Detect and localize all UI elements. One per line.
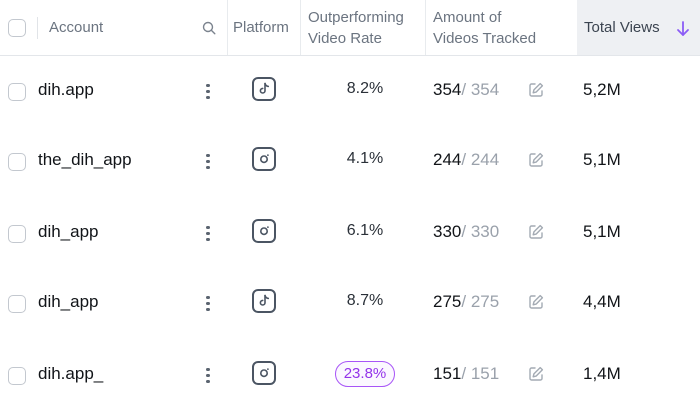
videos-tracked: 354/ 354 bbox=[433, 80, 499, 100]
header-amount-cell: Amount of Videos Tracked bbox=[425, 0, 578, 55]
header-amount-line1[interactable]: Amount of bbox=[433, 9, 502, 26]
instagram-icon bbox=[252, 361, 276, 385]
table-row[interactable]: the_dih_app 4.1% 244/ 244 5,1M bbox=[0, 126, 700, 197]
videos-tracked-total: / 151 bbox=[461, 364, 500, 383]
account-name[interactable]: the_dih_app bbox=[38, 150, 132, 169]
instagram-icon bbox=[252, 147, 276, 171]
outperforming-rate: 4.1% bbox=[346, 150, 384, 167]
account-name[interactable]: dih_app bbox=[38, 222, 99, 241]
more-options-icon[interactable] bbox=[204, 366, 212, 386]
sort-descending-arrow-icon[interactable] bbox=[676, 21, 690, 37]
table-row[interactable]: dih_app 6.1% 330/ 330 5,1M bbox=[0, 198, 700, 269]
videos-tracked-total: / 275 bbox=[461, 292, 500, 311]
outperforming-rate: 8.2% bbox=[346, 80, 384, 97]
total-views: 1,4M bbox=[583, 364, 621, 383]
videos-tracked-count: 330 bbox=[433, 222, 462, 241]
edit-icon[interactable] bbox=[527, 151, 545, 169]
more-options-icon[interactable] bbox=[204, 224, 212, 244]
header-platform-cell: Platform bbox=[227, 0, 301, 55]
row-checkbox[interactable] bbox=[8, 295, 26, 313]
header-account[interactable]: Account bbox=[49, 19, 104, 36]
videos-tracked: 151/ 151 bbox=[433, 364, 499, 384]
header-amount-line2[interactable]: Videos Tracked bbox=[433, 30, 537, 47]
videos-tracked: 244/ 244 bbox=[433, 150, 499, 170]
select-all-checkbox[interactable] bbox=[8, 19, 26, 37]
header-outperforming-line2[interactable]: Video Rate bbox=[308, 30, 382, 47]
videos-tracked-total: / 354 bbox=[461, 80, 500, 99]
row-checkbox[interactable] bbox=[8, 153, 26, 171]
edit-icon[interactable] bbox=[527, 223, 545, 241]
videos-tracked: 330/ 330 bbox=[433, 222, 499, 242]
more-options-icon[interactable] bbox=[204, 152, 212, 172]
header-total-views[interactable]: Total Views bbox=[584, 19, 660, 36]
table-header: Account Platform Outperforming Video Rat… bbox=[0, 0, 700, 56]
header-outperforming-line1[interactable]: Outperforming bbox=[308, 9, 404, 26]
row-checkbox[interactable] bbox=[8, 225, 26, 243]
outperforming-rate: 8.7% bbox=[346, 292, 384, 309]
table-row[interactable]: dih_app 8.7% 275/ 275 4,4M bbox=[0, 268, 700, 339]
videos-tracked-count: 275 bbox=[433, 292, 462, 311]
edit-icon[interactable] bbox=[527, 293, 545, 311]
more-options-icon[interactable] bbox=[204, 294, 212, 314]
videos-tracked-total: / 244 bbox=[461, 150, 500, 169]
total-views: 5,2M bbox=[583, 80, 621, 99]
search-icon[interactable] bbox=[202, 21, 216, 35]
edit-icon[interactable] bbox=[527, 81, 545, 99]
header-outperforming-cell: Outperforming Video Rate bbox=[300, 0, 426, 55]
videos-tracked-count: 354 bbox=[433, 80, 462, 99]
table-row[interactable]: dih.app 8.2% 354/ 354 5,2M bbox=[0, 56, 700, 127]
videos-tracked: 275/ 275 bbox=[433, 292, 499, 312]
header-total-views-cell[interactable]: Total Views bbox=[577, 0, 700, 55]
videos-tracked-total: / 330 bbox=[461, 222, 500, 241]
videos-tracked-count: 151 bbox=[433, 364, 462, 383]
row-checkbox[interactable] bbox=[8, 83, 26, 101]
outperforming-rate: 6.1% bbox=[346, 222, 384, 239]
total-views: 4,4M bbox=[583, 292, 621, 311]
header-divider bbox=[37, 17, 38, 39]
account-name[interactable]: dih.app bbox=[38, 80, 94, 99]
outperforming-rate-badge: 23.8% bbox=[335, 361, 395, 387]
tiktok-icon bbox=[252, 77, 276, 101]
videos-tracked-count: 244 bbox=[433, 150, 462, 169]
edit-icon[interactable] bbox=[527, 365, 545, 383]
row-checkbox[interactable] bbox=[8, 367, 26, 385]
table-row[interactable]: dih.app_ 23.8% 151/ 151 1,4M bbox=[0, 340, 700, 411]
more-options-icon[interactable] bbox=[204, 82, 212, 102]
account-name[interactable]: dih.app_ bbox=[38, 364, 104, 383]
total-views: 5,1M bbox=[583, 150, 621, 169]
tiktok-icon bbox=[252, 289, 276, 313]
total-views: 5,1M bbox=[583, 222, 621, 241]
account-name[interactable]: dih_app bbox=[38, 292, 99, 311]
header-platform[interactable]: Platform bbox=[233, 19, 289, 36]
instagram-icon bbox=[252, 219, 276, 243]
header-account-cell: Account bbox=[0, 0, 228, 55]
